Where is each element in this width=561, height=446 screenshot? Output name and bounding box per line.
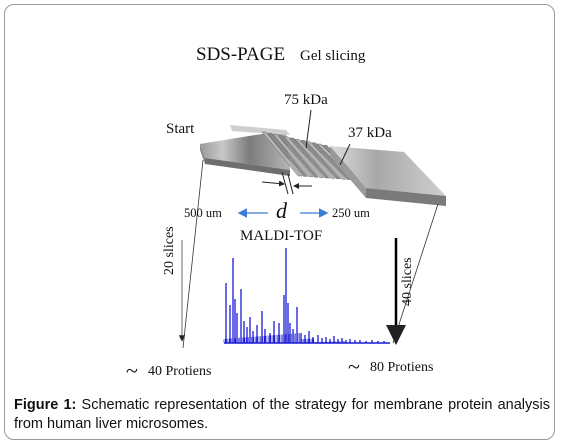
figure-caption: Figure 1: Schematic representation of th… [14,396,550,434]
tilde-right: ~ [348,354,360,379]
label-start: Start [166,121,195,137]
gel-slice [283,136,325,178]
gel-slice [294,138,336,179]
gel-slice [305,141,347,180]
gel-strip-right [330,146,446,206]
label-500um: 500 um [184,206,222,220]
caption-label: Figure 1: [14,397,77,413]
distance-marker [261,171,312,195]
line-right-gel [392,203,439,344]
pointer-75kda [305,109,312,149]
tilde-left: ~ [126,358,138,383]
label-maldi-tof: MALDI-TOF [240,228,323,244]
label-75kda: 75 kDa [284,92,328,108]
gel-slice [261,131,303,177]
label-40-proteins: 40 Protiens [148,364,212,379]
title-gel-slicing: Gel slicing [300,48,366,64]
label-250um: 250 um [332,206,370,220]
label-80-proteins: 80 Protiens [370,360,434,375]
gel-slice [289,137,330,179]
maldi-spectrum [223,248,390,344]
caption-text: Schematic representation of the strategy… [14,397,550,432]
line-left-gel [182,159,204,349]
gel-slice [300,140,341,180]
gel-slice [278,135,319,178]
label-d: d [276,198,287,223]
title-sds-page: SDS-PAGE [196,44,286,65]
label-40-slices: 40 slices [400,257,415,306]
gel-strip-left [200,125,290,176]
gel-slice [267,132,308,177]
pointer-37kda [339,143,351,166]
label-20-slices: 20 slices [162,226,177,275]
figure-frame [4,4,555,440]
label-37kda: 37 kDa [348,125,392,141]
gel-slice [272,134,314,178]
